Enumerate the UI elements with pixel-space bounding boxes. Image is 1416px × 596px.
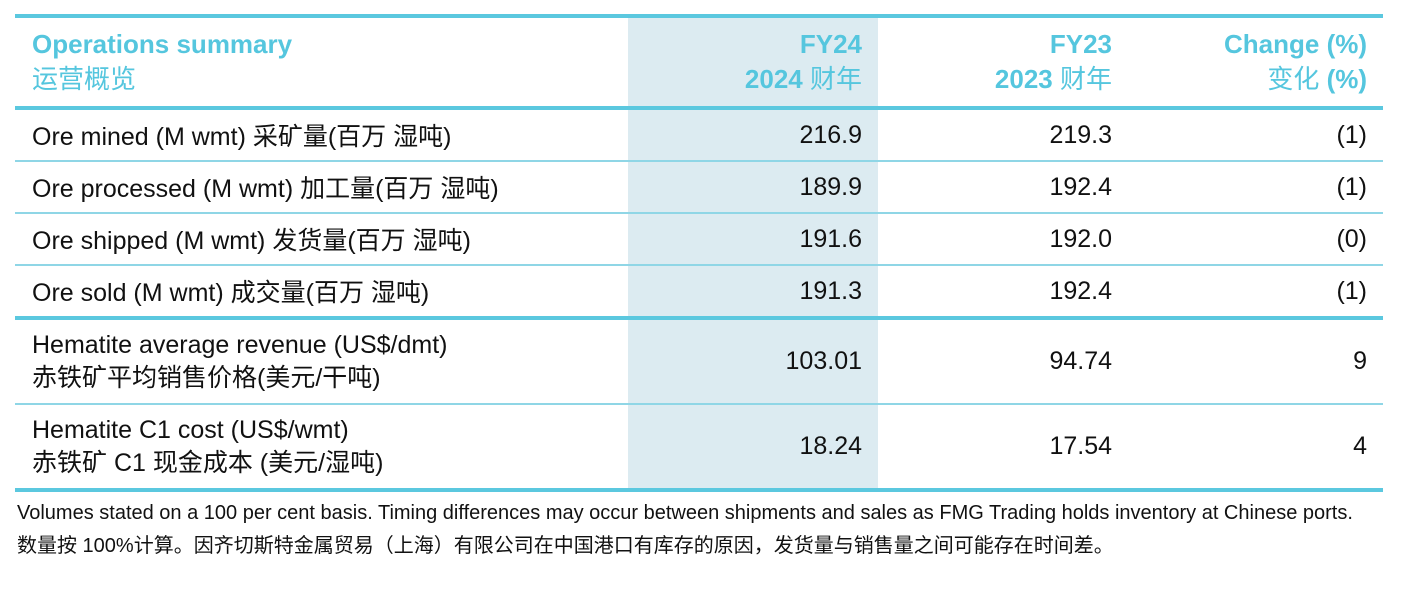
change-value: 9 [1353, 347, 1367, 375]
section-rule [15, 316, 1383, 320]
table-row: Ore processed (M wmt) 加工量(百万 湿吨) 189.9 1… [15, 162, 1383, 212]
row-label: Hematite C1 cost (US$/wmt) 赤铁矿 C1 现金成本 (… [15, 414, 628, 480]
header-title: Operations summary 运营概览 [15, 27, 628, 97]
fy24-value: 191.3 [799, 276, 862, 305]
row-label: Hematite average revenue (US$/dmt) 赤铁矿平均… [15, 329, 628, 395]
row-label: Ore shipped (M wmt) 发货量(百万 湿吨) [32, 227, 471, 255]
table-row: Ore shipped (M wmt) 发货量(百万 湿吨) 191.6 192… [15, 214, 1383, 264]
fy24-year: 2024 [744, 64, 803, 94]
row-label-cn: 赤铁矿平均销售价格(美元/干吨) [32, 363, 381, 392]
row-divider [15, 212, 1383, 214]
footnote: Volumes stated on a 100 per cent basis. … [17, 500, 1407, 559]
fy24-value: 216.9 [799, 120, 862, 149]
fy23-value: 192.0 [1049, 224, 1112, 253]
fy23-value: 192.4 [1049, 276, 1112, 305]
row-divider [15, 403, 1383, 405]
row-label: Ore sold (M wmt) 成交量(百万 湿吨) [32, 279, 430, 307]
change-value: (1) [1336, 120, 1367, 149]
footnote-en: Volumes stated on a 100 per cent basis. … [17, 502, 1353, 524]
header-fy23: FY23 2023 财年 [878, 27, 1128, 97]
fy23-value: 192.4 [1049, 172, 1112, 201]
fy23-year: 2023 [994, 64, 1053, 94]
change-value: (0) [1336, 224, 1367, 253]
fy23-cn: 财年 [1059, 64, 1112, 94]
operations-summary-table: Operations summary 运营概览 FY24 2024 财年 FY2… [15, 14, 1383, 492]
row-divider [15, 264, 1383, 266]
fy24-value: 18.24 [799, 432, 862, 460]
row-label: Ore processed (M wmt) 加工量(百万 湿吨) [32, 175, 499, 203]
footnote-cn: 数量按 100%计算。因齐切斯特金属贸易（上海）有限公司在中国港口有库存的原因，… [17, 535, 1114, 557]
row-label-en: Hematite C1 cost (US$/wmt) [32, 415, 349, 444]
fy24-value: 189.9 [799, 172, 862, 201]
fy24-value: 191.6 [799, 224, 862, 253]
change-value: (1) [1336, 172, 1367, 201]
title-cn: 运营概览 [32, 64, 137, 94]
change-cn: 变化 [1267, 64, 1320, 94]
header-rule [15, 106, 1383, 110]
header-fy24: FY24 2024 财年 [628, 27, 878, 97]
change-label: Change (%) [1224, 29, 1367, 59]
fy24-column-shade [628, 14, 878, 492]
header-change: Change (%) 变化 (%) [1128, 27, 1383, 97]
table-row: Hematite C1 cost (US$/wmt) 赤铁矿 C1 现金成本 (… [15, 405, 1383, 488]
fy24-label: FY24 [799, 29, 862, 59]
top-rule [15, 14, 1383, 18]
table-row: Ore sold (M wmt) 成交量(百万 湿吨) 191.3 192.4 … [15, 266, 1383, 316]
change-value: (1) [1336, 276, 1367, 305]
fy24-value: 103.01 [785, 347, 862, 375]
table-row: Hematite average revenue (US$/dmt) 赤铁矿平均… [15, 320, 1383, 403]
title-en: Operations summary [32, 29, 293, 59]
row-label: Ore mined (M wmt) 采矿量(百万 湿吨) [32, 123, 452, 151]
change-cn-pct: (%) [1326, 64, 1367, 94]
fy23-value: 17.54 [1049, 432, 1112, 460]
row-label-cn: 赤铁矿 C1 现金成本 (美元/湿吨) [32, 448, 384, 477]
header-row: Operations summary 运营概览 FY24 2024 财年 FY2… [15, 18, 1383, 106]
fy24-cn: 财年 [809, 64, 862, 94]
bottom-rule [15, 488, 1383, 492]
fy23-label: FY23 [1049, 29, 1112, 59]
table-row: Ore mined (M wmt) 采矿量(百万 湿吨) 216.9 219.3… [15, 110, 1383, 160]
fy23-value: 219.3 [1049, 120, 1112, 149]
change-value: 4 [1353, 432, 1367, 460]
row-divider [15, 160, 1383, 162]
fy23-value: 94.74 [1049, 347, 1112, 375]
row-label-en: Hematite average revenue (US$/dmt) [32, 330, 448, 359]
